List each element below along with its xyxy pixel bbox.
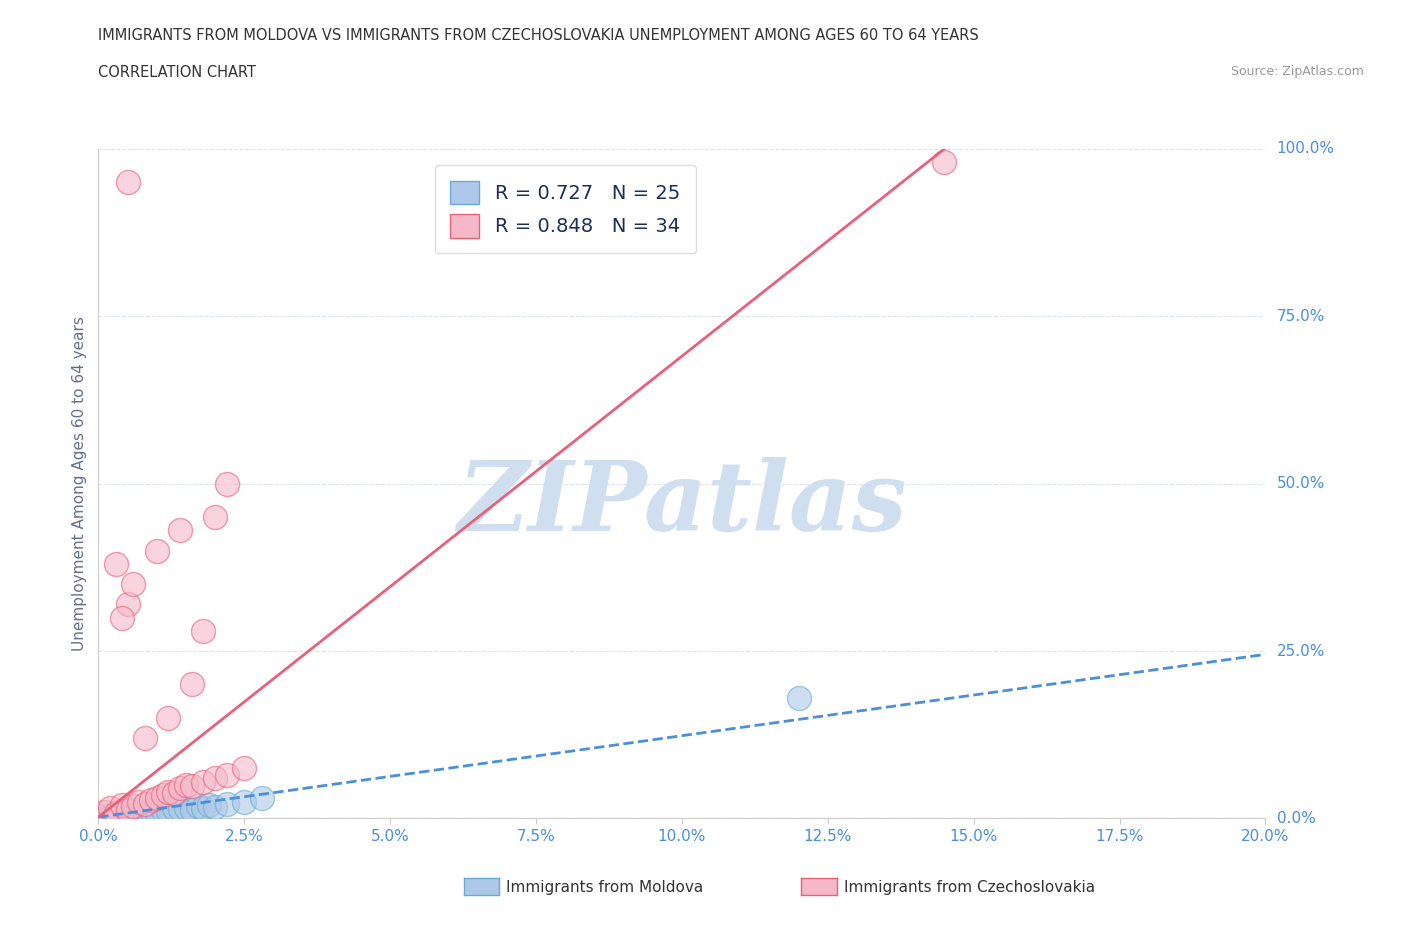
- Point: [157, 784, 180, 799]
- Point: [193, 774, 215, 789]
- Point: [174, 800, 197, 815]
- Point: [134, 731, 156, 746]
- Legend: R = 0.727   N = 25, R = 0.848   N = 34: R = 0.727 N = 25, R = 0.848 N = 34: [434, 166, 696, 254]
- Point: [122, 807, 145, 822]
- Point: [215, 476, 238, 491]
- Point: [157, 711, 180, 725]
- Text: 0.0%: 0.0%: [1277, 811, 1315, 826]
- Point: [128, 794, 150, 809]
- Point: [117, 803, 139, 817]
- Point: [233, 794, 256, 809]
- Point: [104, 556, 127, 571]
- Point: [187, 799, 209, 814]
- Point: [215, 796, 238, 811]
- Point: [180, 778, 202, 793]
- Text: 25.0%: 25.0%: [1277, 644, 1324, 658]
- Point: [204, 800, 226, 815]
- Point: [139, 803, 162, 817]
- Point: [233, 761, 256, 776]
- Point: [134, 806, 156, 821]
- Point: [111, 805, 134, 820]
- Point: [215, 767, 238, 782]
- Point: [193, 801, 215, 816]
- Point: [111, 798, 134, 813]
- Point: [98, 807, 121, 822]
- Point: [93, 809, 115, 824]
- Text: 75.0%: 75.0%: [1277, 309, 1324, 324]
- Y-axis label: Unemployment Among Ages 60 to 64 years: Unemployment Among Ages 60 to 64 years: [72, 316, 87, 651]
- Point: [157, 804, 180, 818]
- Text: CORRELATION CHART: CORRELATION CHART: [98, 65, 256, 80]
- Point: [169, 523, 191, 538]
- Text: 100.0%: 100.0%: [1277, 141, 1334, 156]
- Point: [117, 808, 139, 823]
- Point: [193, 623, 215, 638]
- Point: [180, 803, 202, 817]
- Text: Source: ZipAtlas.com: Source: ZipAtlas.com: [1230, 65, 1364, 78]
- Point: [93, 804, 115, 819]
- Point: [174, 777, 197, 792]
- Point: [146, 790, 169, 805]
- Point: [152, 788, 174, 803]
- Point: [934, 154, 956, 169]
- Point: [104, 810, 127, 825]
- Point: [180, 677, 202, 692]
- Point: [117, 597, 139, 612]
- Point: [111, 610, 134, 625]
- Point: [122, 799, 145, 814]
- Point: [204, 771, 226, 786]
- Point: [122, 577, 145, 591]
- Point: [128, 804, 150, 819]
- Point: [104, 805, 127, 820]
- Text: Immigrants from Czechoslovakia: Immigrants from Czechoslovakia: [844, 880, 1095, 895]
- Text: IMMIGRANTS FROM MOLDOVA VS IMMIGRANTS FROM CZECHOSLOVAKIA UNEMPLOYMENT AMONG AGE: IMMIGRANTS FROM MOLDOVA VS IMMIGRANTS FR…: [98, 28, 979, 43]
- Point: [152, 803, 174, 817]
- Text: 50.0%: 50.0%: [1277, 476, 1324, 491]
- Point: [787, 690, 810, 705]
- Point: [134, 796, 156, 811]
- Point: [198, 798, 221, 813]
- Point: [139, 792, 162, 807]
- Point: [163, 786, 186, 801]
- Point: [98, 801, 121, 816]
- Point: [250, 790, 273, 805]
- Text: ZIPatlas: ZIPatlas: [457, 457, 907, 551]
- Point: [163, 801, 186, 816]
- Point: [169, 802, 191, 817]
- Point: [98, 811, 121, 826]
- Text: Immigrants from Moldova: Immigrants from Moldova: [506, 880, 703, 895]
- Point: [146, 805, 169, 820]
- Point: [169, 781, 191, 796]
- Point: [146, 543, 169, 558]
- Point: [204, 510, 226, 525]
- Point: [117, 175, 139, 190]
